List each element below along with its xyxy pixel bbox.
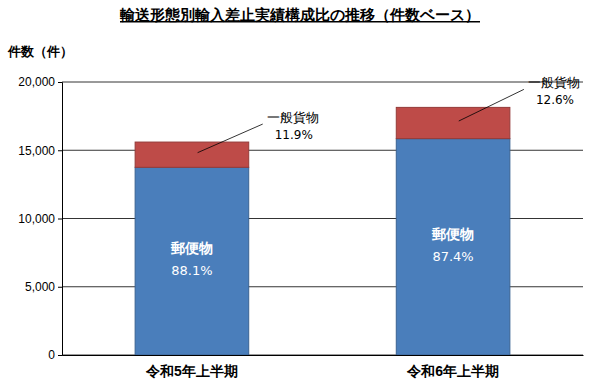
share-label: 11.9% <box>275 128 313 142</box>
tick-mark <box>58 82 62 83</box>
share-label: 12.6% <box>536 93 574 107</box>
tick-mark <box>58 355 62 356</box>
plot: 05,00010,00015,00020,000令和5年上半期令和6年上半期郵便… <box>18 75 583 378</box>
bar <box>396 107 510 138</box>
tick-label: 令和5年上半期 <box>145 363 238 379</box>
tick: 令和5年上半期 <box>145 363 238 379</box>
share-label: 87.4% <box>432 249 473 264</box>
grid <box>62 82 583 355</box>
tick-label: 20,000 <box>18 75 55 89</box>
y-axis-title: 件数（件） <box>7 44 73 59</box>
axis-line <box>58 83 63 356</box>
leader-line <box>459 89 524 121</box>
tick: 5,000 <box>25 280 62 294</box>
tick: 10,000 <box>18 212 62 226</box>
tick-mark <box>58 150 62 151</box>
leader-line <box>198 124 263 153</box>
bar <box>135 167 249 355</box>
grid-line <box>62 82 583 83</box>
tick-label: 0 <box>48 348 55 362</box>
tick-label: 15,000 <box>18 144 55 158</box>
series <box>135 107 510 167</box>
title: 輸送形態別輸入差止実績構成比の推移（件数ベース） <box>119 6 480 24</box>
series-label: 郵便物 <box>431 226 474 242</box>
share-label: 88.1% <box>171 263 212 278</box>
tick-label: 5,000 <box>25 280 55 294</box>
tick: 令和6年上半期 <box>406 363 499 379</box>
bar <box>396 139 510 355</box>
bar <box>135 142 249 167</box>
tick: 20,000 <box>18 75 62 89</box>
series <box>135 139 510 355</box>
tick: 15,000 <box>18 144 62 158</box>
axis-line <box>63 355 584 356</box>
tick-label: 10,000 <box>18 212 55 226</box>
series-label: 一般貨物 <box>267 110 319 125</box>
tick: 0 <box>48 348 62 362</box>
tick-mark <box>58 287 62 288</box>
bars <box>135 107 510 355</box>
y-axis: 0 5,000 10,000 15,000 20,000 <box>18 75 62 362</box>
data-labels: 郵便物 88.1% 郵便物 87.4% 一般貨物 11.9% 一般貨物 12.6% <box>170 75 580 278</box>
tick-mark <box>58 219 62 220</box>
x-axis: 令和5年上半期 令和6年上半期 <box>63 356 584 379</box>
tick-label: 令和6年上半期 <box>406 363 499 379</box>
series-label: 一般貨物 <box>528 75 580 90</box>
chart: 輸送形態別輸入差止実績構成比の推移（件数ベース） 件数（件） 0 5,000 10,00… <box>0 0 600 389</box>
series-label: 郵便物 <box>170 240 213 256</box>
